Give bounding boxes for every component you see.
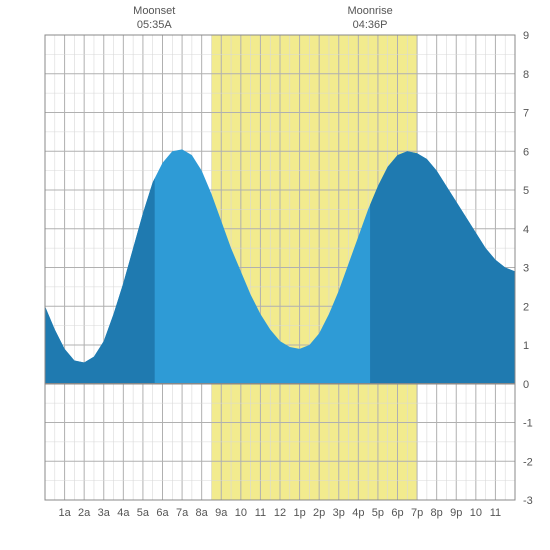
x-tick-label: 2p bbox=[313, 507, 325, 519]
x-tick-label: 10 bbox=[470, 507, 482, 519]
tide-chart: Moonset 05:35A Moonrise 04:36P -3-2-1012… bbox=[0, 0, 550, 550]
y-tick-label: 2 bbox=[523, 301, 529, 313]
x-tick-label: 3a bbox=[98, 507, 111, 519]
y-tick-label: -1 bbox=[523, 418, 533, 430]
x-tick-label: 12 bbox=[274, 507, 286, 519]
x-tick-label: 5a bbox=[137, 507, 150, 519]
x-tick-label: 5p bbox=[372, 507, 384, 519]
x-tick-label: 1a bbox=[58, 507, 71, 519]
moonset-title: Moonset bbox=[124, 4, 184, 18]
x-tick-label: 1p bbox=[293, 507, 305, 519]
x-tick-label: 4p bbox=[352, 507, 364, 519]
moonrise-title: Moonrise bbox=[340, 4, 400, 18]
y-tick-label: -2 bbox=[523, 456, 533, 468]
moonrise-annotation: Moonrise 04:36P bbox=[340, 4, 400, 33]
y-tick-label: -3 bbox=[523, 495, 533, 507]
x-tick-label: 8p bbox=[431, 507, 443, 519]
y-tick-label: 4 bbox=[523, 224, 529, 236]
x-tick-label: 11 bbox=[255, 507, 266, 519]
y-tick-label: 9 bbox=[523, 30, 529, 42]
x-tick-label: 9a bbox=[215, 507, 228, 519]
moonset-time: 05:35A bbox=[124, 18, 184, 32]
x-tick-label: 8a bbox=[196, 507, 209, 519]
x-tick-label: 2a bbox=[78, 507, 91, 519]
chart-svg: -3-2-101234567891a2a3a4a5a6a7a8a9a101112… bbox=[0, 0, 550, 550]
moonrise-time: 04:36P bbox=[340, 18, 400, 32]
x-tick-label: 10 bbox=[235, 507, 247, 519]
moonset-annotation: Moonset 05:35A bbox=[124, 4, 184, 33]
y-tick-label: 6 bbox=[523, 146, 529, 158]
x-tick-label: 6p bbox=[391, 507, 403, 519]
x-tick-label: 3p bbox=[333, 507, 345, 519]
y-tick-label: 8 bbox=[523, 69, 529, 81]
x-tick-label: 9p bbox=[450, 507, 462, 519]
y-tick-label: 0 bbox=[523, 379, 529, 391]
x-tick-label: 4a bbox=[117, 507, 130, 519]
y-tick-label: 1 bbox=[523, 340, 529, 352]
y-tick-label: 7 bbox=[523, 108, 529, 120]
y-tick-label: 3 bbox=[523, 263, 529, 275]
x-tick-label: 7a bbox=[176, 507, 189, 519]
x-tick-label: 7p bbox=[411, 507, 423, 519]
x-tick-label: 6a bbox=[156, 507, 169, 519]
y-tick-label: 5 bbox=[523, 185, 529, 197]
x-tick-label: 11 bbox=[490, 507, 501, 519]
